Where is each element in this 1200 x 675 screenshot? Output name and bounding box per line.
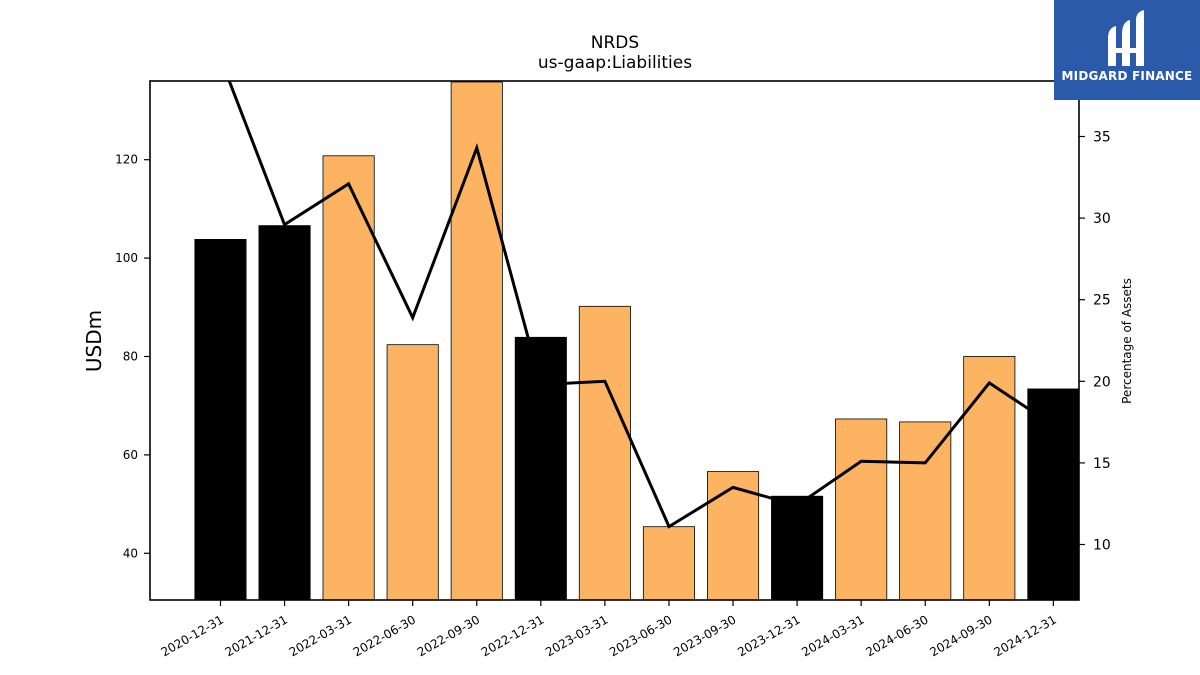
bar-2022-09-30	[450, 81, 503, 600]
midgard-logo-icon	[1108, 10, 1144, 66]
x-tick-label: 2022-03-31	[287, 612, 354, 659]
x-tick-label: 2022-09-30	[415, 612, 482, 659]
y2-tick-label: 25	[1093, 293, 1111, 309]
y2-axis-label: Percentage of Assets	[1120, 278, 1134, 404]
x-tick-label: 2024-03-31	[799, 612, 866, 659]
x-tick-label: 2020-12-31	[159, 612, 226, 659]
x-tick-label: 2023-12-31	[735, 612, 802, 659]
y2-tick-label: 20	[1093, 374, 1111, 390]
bar-2024-12-31	[1027, 388, 1079, 600]
x-tick-label: 2022-12-31	[479, 612, 546, 659]
x-tick-label: 2023-03-31	[543, 612, 610, 659]
y-tick-label: 120	[115, 153, 138, 167]
y-tick-label: 80	[123, 349, 138, 363]
y-tick-label: 100	[115, 251, 138, 265]
bar-2023-03-31	[578, 305, 631, 600]
x-tick-label: 2024-06-30	[863, 612, 930, 659]
bar-series	[194, 81, 1079, 600]
x-tick-label: 2023-06-30	[607, 612, 674, 659]
chart-title: NRDS	[591, 33, 639, 53]
bar-2024-06-30	[899, 421, 952, 600]
bar-2020-12-31	[194, 239, 247, 600]
y-axis-label: USDm	[82, 310, 106, 372]
bar-2022-12-31	[514, 336, 567, 600]
brand-name: MIDGARD FINANCE	[1061, 69, 1193, 83]
line-series	[227, 81, 1055, 529]
percentage-line	[227, 81, 1055, 529]
bar-2023-12-31	[771, 495, 824, 600]
x-tick-label: 2024-09-30	[927, 612, 994, 659]
x-tick-label: 2024-12-31	[991, 612, 1058, 659]
x-tick-label: 2023-09-30	[671, 612, 738, 659]
y2-tick-label: 35	[1093, 129, 1111, 145]
bar-2023-06-30	[642, 526, 695, 600]
bar-2021-12-31	[258, 225, 311, 600]
y-tick-label: 60	[123, 448, 138, 462]
x-tick-label: 2022-06-30	[351, 612, 418, 659]
chart-subtitle: us-gaap:Liabilities	[538, 53, 692, 73]
x-tick-label: 2021-12-31	[223, 612, 290, 659]
plot-frame	[149, 80, 1080, 601]
y2-tick-label: 15	[1093, 456, 1111, 472]
bar-2024-03-31	[835, 418, 888, 600]
y-tick-label: 40	[123, 546, 138, 560]
y2-tick-label: 10	[1093, 538, 1111, 554]
bar-2022-03-31	[322, 155, 375, 600]
bar-2024-09-30	[963, 356, 1016, 600]
brand-logo: MIDGARD FINANCE	[1054, 0, 1200, 100]
y2-tick-label: 30	[1093, 211, 1111, 227]
bar-2022-06-30	[386, 344, 439, 600]
